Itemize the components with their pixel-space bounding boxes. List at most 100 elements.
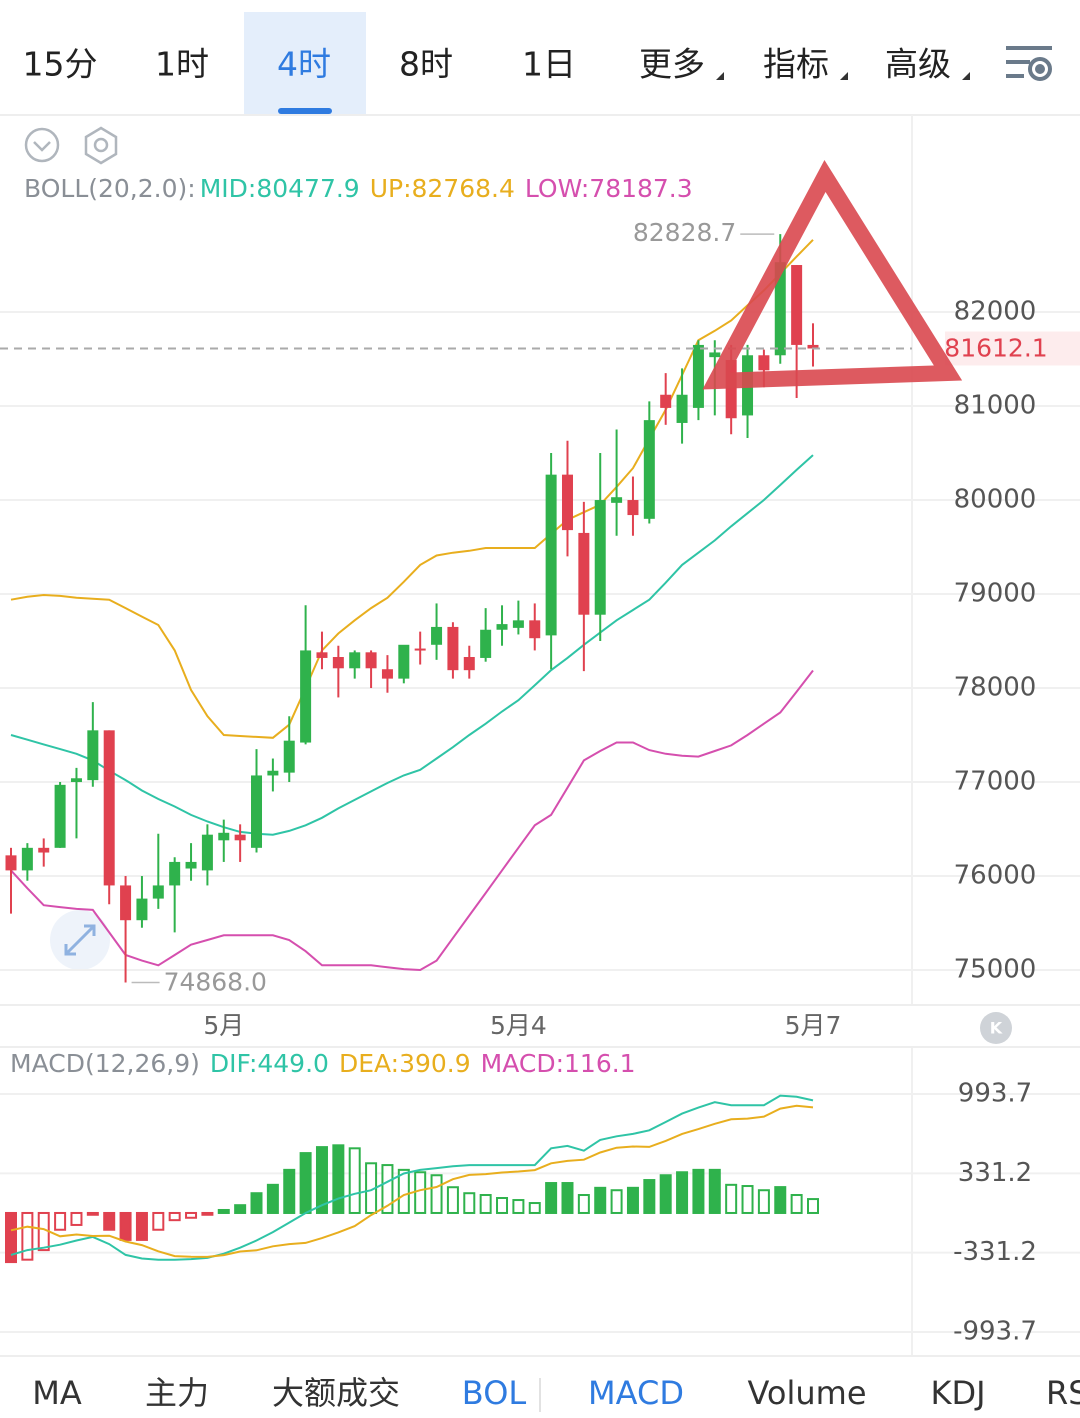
- x-tick-label: 5月7: [785, 1011, 842, 1040]
- y-tick-label: 993.7: [958, 1078, 1032, 1108]
- macd-bar: [397, 1168, 410, 1214]
- tab[interactable]: 15分: [23, 45, 98, 84]
- boll-line: [10, 669, 814, 972]
- candle-body: [496, 624, 508, 630]
- macd-bar: [86, 1211, 99, 1216]
- macd-bar: [446, 1186, 459, 1214]
- y-tick-label: 77000: [954, 767, 1037, 797]
- candle-body: [594, 500, 606, 615]
- high-label: 82828.7: [633, 218, 736, 247]
- macd-bar: [643, 1179, 656, 1214]
- candle-body: [218, 832, 230, 841]
- dropdown-caret: [716, 72, 724, 80]
- macd-bar: [561, 1182, 574, 1214]
- macd-bar: [70, 1211, 83, 1226]
- y-tick-label: 75000: [954, 955, 1037, 985]
- chart-icons[interactable]: [24, 126, 118, 165]
- macd-bar: [332, 1144, 345, 1214]
- macd-line: [10, 1094, 814, 1261]
- tab[interactable]: 8时: [399, 45, 453, 84]
- tab[interactable]: 指标: [763, 45, 829, 84]
- macd-bar: [381, 1164, 394, 1214]
- macd-bar: [774, 1186, 787, 1214]
- candle-body: [169, 861, 181, 886]
- macd-legend: MACD(12,26,9) DIF:449.0 DEA:390.9 MACD:116.…: [10, 1049, 636, 1078]
- candle-body: [480, 629, 492, 658]
- candle-body: [283, 740, 295, 773]
- indicator-tab[interactable]: RSI: [1046, 1374, 1080, 1412]
- candle-body: [692, 344, 704, 408]
- settings-icon[interactable]: [1006, 46, 1052, 81]
- macd-bar: [757, 1189, 770, 1214]
- indicator-tab[interactable]: Volume: [747, 1374, 866, 1412]
- reset-button[interactable]: K: [980, 1012, 1012, 1044]
- indicator-tab[interactable]: MA: [32, 1374, 82, 1412]
- candle-body: [578, 532, 590, 615]
- plot: 75000 76000 77000 78000 79000 80000 81000 82000…: [0, 218, 1080, 1346]
- indicator-tab[interactable]: MACD: [588, 1374, 684, 1412]
- macd-bar: [54, 1211, 67, 1231]
- candle-body: [545, 474, 557, 636]
- tab[interactable]: 高级: [885, 45, 951, 84]
- macd-bar: [545, 1182, 558, 1214]
- candle-body: [398, 644, 410, 679]
- candle-body: [103, 730, 115, 886]
- macd-bar: [152, 1211, 165, 1231]
- macd-bar: [676, 1171, 689, 1214]
- candle-body: [5, 855, 17, 871]
- macd-bar: [610, 1189, 623, 1214]
- candle-body: [21, 847, 33, 871]
- active-tab-indicator: [278, 108, 332, 114]
- tab[interactable]: 4时: [277, 45, 331, 84]
- indicator-tab[interactable]: 主力: [145, 1374, 209, 1412]
- indicator-tab[interactable]: BOL: [462, 1374, 527, 1412]
- macd-bar: [528, 1202, 541, 1214]
- candle-body: [611, 497, 623, 503]
- candle-body: [120, 885, 132, 921]
- macd-bar: [708, 1168, 721, 1214]
- expand-button[interactable]: [50, 910, 110, 970]
- indicator-tab[interactable]: 大额成交: [272, 1374, 400, 1412]
- active-tab-bg: [244, 12, 366, 115]
- macd-bar: [283, 1168, 296, 1214]
- candle-body: [791, 265, 803, 345]
- macd-bar: [315, 1146, 328, 1214]
- candle-body: [300, 650, 312, 743]
- y-tick-label: 78000: [954, 673, 1037, 703]
- macd-bar: [201, 1211, 214, 1216]
- macd-bar: [168, 1211, 181, 1222]
- tab[interactable]: 1时: [155, 45, 209, 84]
- macd-bar: [5, 1211, 17, 1264]
- y-tick-label: 331.2: [958, 1158, 1032, 1188]
- macd-bar: [659, 1174, 672, 1214]
- candle-body: [512, 620, 524, 628]
- current-price-tag: [945, 331, 1080, 366]
- candle-body: [87, 730, 99, 781]
- candle-body: [381, 669, 393, 679]
- tab[interactable]: 更多: [639, 45, 705, 84]
- macd-bar: [577, 1194, 590, 1214]
- x-tick-label: 5月: [203, 1011, 244, 1040]
- x-tick-label: 5月4: [490, 1011, 547, 1040]
- current-price-label: 81612.1: [944, 333, 1047, 362]
- indicator-tab[interactable]: KDJ: [930, 1374, 985, 1412]
- candle-body: [152, 885, 164, 899]
- macd-bar: [496, 1197, 509, 1214]
- macd-bar: [348, 1147, 361, 1214]
- candle-body: [332, 657, 344, 669]
- candle-body: [463, 657, 475, 671]
- candle-body: [431, 626, 443, 645]
- low-label: 74868.0: [164, 967, 267, 996]
- y-tick-label: 81000: [954, 391, 1037, 421]
- candle-body: [725, 359, 737, 419]
- dropdown-caret: [962, 72, 970, 80]
- macd-bar: [430, 1174, 443, 1214]
- candle-body: [38, 847, 50, 853]
- macd-bar: [21, 1211, 34, 1261]
- y-tick-label: 82000: [954, 297, 1037, 327]
- candle-body: [54, 784, 66, 848]
- macd-bar: [807, 1198, 819, 1214]
- macd-bar: [463, 1192, 476, 1214]
- tab[interactable]: 1日: [522, 45, 576, 84]
- candle-body: [251, 775, 263, 848]
